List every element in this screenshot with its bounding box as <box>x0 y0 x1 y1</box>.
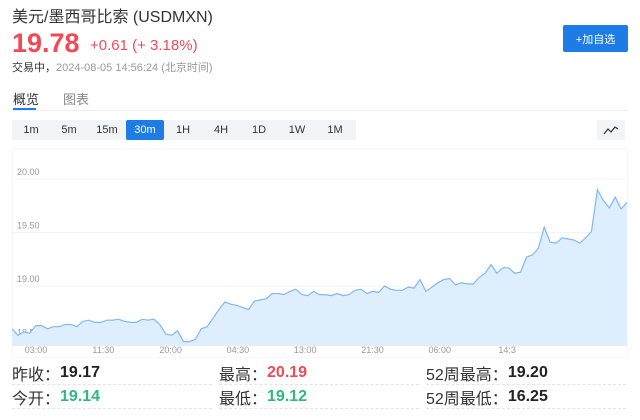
x-tick-label: 04:30 <box>227 345 250 355</box>
divider <box>12 110 628 111</box>
period-1D[interactable]: 1D <box>251 124 267 136</box>
period-5m[interactable]: 5m <box>61 124 77 136</box>
period-1W[interactable]: 1W <box>288 124 306 136</box>
stat-value: 19.20 <box>507 364 548 381</box>
stat-label: 52周最高： <box>426 367 508 384</box>
y-tick-label: 19.50 <box>17 221 40 231</box>
stat-item: 今开： 19.14 <box>12 386 212 409</box>
x-tick-label: 03:00 <box>25 345 48 355</box>
current-price: 19.78 <box>12 28 80 58</box>
period-1M[interactable]: 1M <box>327 124 343 136</box>
x-tick-label: 20:00 <box>159 345 182 355</box>
stat-item: 52周最低： 16.25 <box>426 386 626 409</box>
stat-item: 最低： 19.12 <box>219 386 419 409</box>
stat-label: 最高： <box>219 367 268 384</box>
stat-value: 19.17 <box>60 364 101 381</box>
stat-value: 19.14 <box>60 388 101 405</box>
price-line <box>12 187 628 343</box>
period-selector: 1m 5m 15m 30m 1H 4H 1D 1W 1M <box>12 120 356 140</box>
timestamp: 2024-08-05 14:56:24 (北京时间) <box>56 62 213 74</box>
period-1H[interactable]: 1H <box>175 124 191 136</box>
tab-overview[interactable]: 概览 <box>13 92 40 107</box>
x-tick-label: 13:00 <box>294 345 317 355</box>
chart-type-button[interactable] <box>597 120 625 140</box>
page-title: 美元/墨西哥比索 (USDMXN) <box>12 9 213 26</box>
stat-value: 20.19 <box>267 364 308 381</box>
active-tab-indicator <box>13 108 36 110</box>
period-1m[interactable]: 1m <box>23 124 39 136</box>
x-tick-label: 14:3 <box>498 345 516 355</box>
stat-label: 最低： <box>219 391 268 408</box>
y-tick-label: 20.00 <box>17 167 40 177</box>
stat-item: 昨收： 19.17 <box>12 362 212 385</box>
price-area <box>12 189 627 346</box>
tab-chart[interactable]: 图表 <box>63 92 90 107</box>
period-30m[interactable]: 30m <box>126 120 164 140</box>
x-tick-label: 21:30 <box>361 345 384 355</box>
price-change: +0.61 (+ 3.18%) <box>90 37 198 54</box>
period-15m[interactable]: 15m <box>96 124 118 136</box>
stat-value: 19.12 <box>267 388 308 405</box>
period-4H[interactable]: 4H <box>213 124 229 136</box>
stat-value: 16.25 <box>507 388 548 405</box>
x-tick-label: 06:00 <box>429 345 452 355</box>
stat-label: 今开： <box>12 391 61 408</box>
line-chart-icon <box>603 126 619 135</box>
trading-status: 交易中，2024-08-05 14:56:24 (北京时间) <box>12 59 213 75</box>
stat-label: 昨收： <box>12 367 61 384</box>
stat-label: 52周最低： <box>426 391 508 408</box>
stat-item: 最高： 20.19 <box>219 362 419 385</box>
y-tick-label: 19.00 <box>17 274 40 284</box>
x-tick-label: 11:30 <box>92 345 114 355</box>
stat-item: 52周最高： 19.20 <box>426 362 626 385</box>
status-label: 交易中， <box>12 62 56 74</box>
add-watchlist-button[interactable]: +加自选 <box>563 25 628 52</box>
